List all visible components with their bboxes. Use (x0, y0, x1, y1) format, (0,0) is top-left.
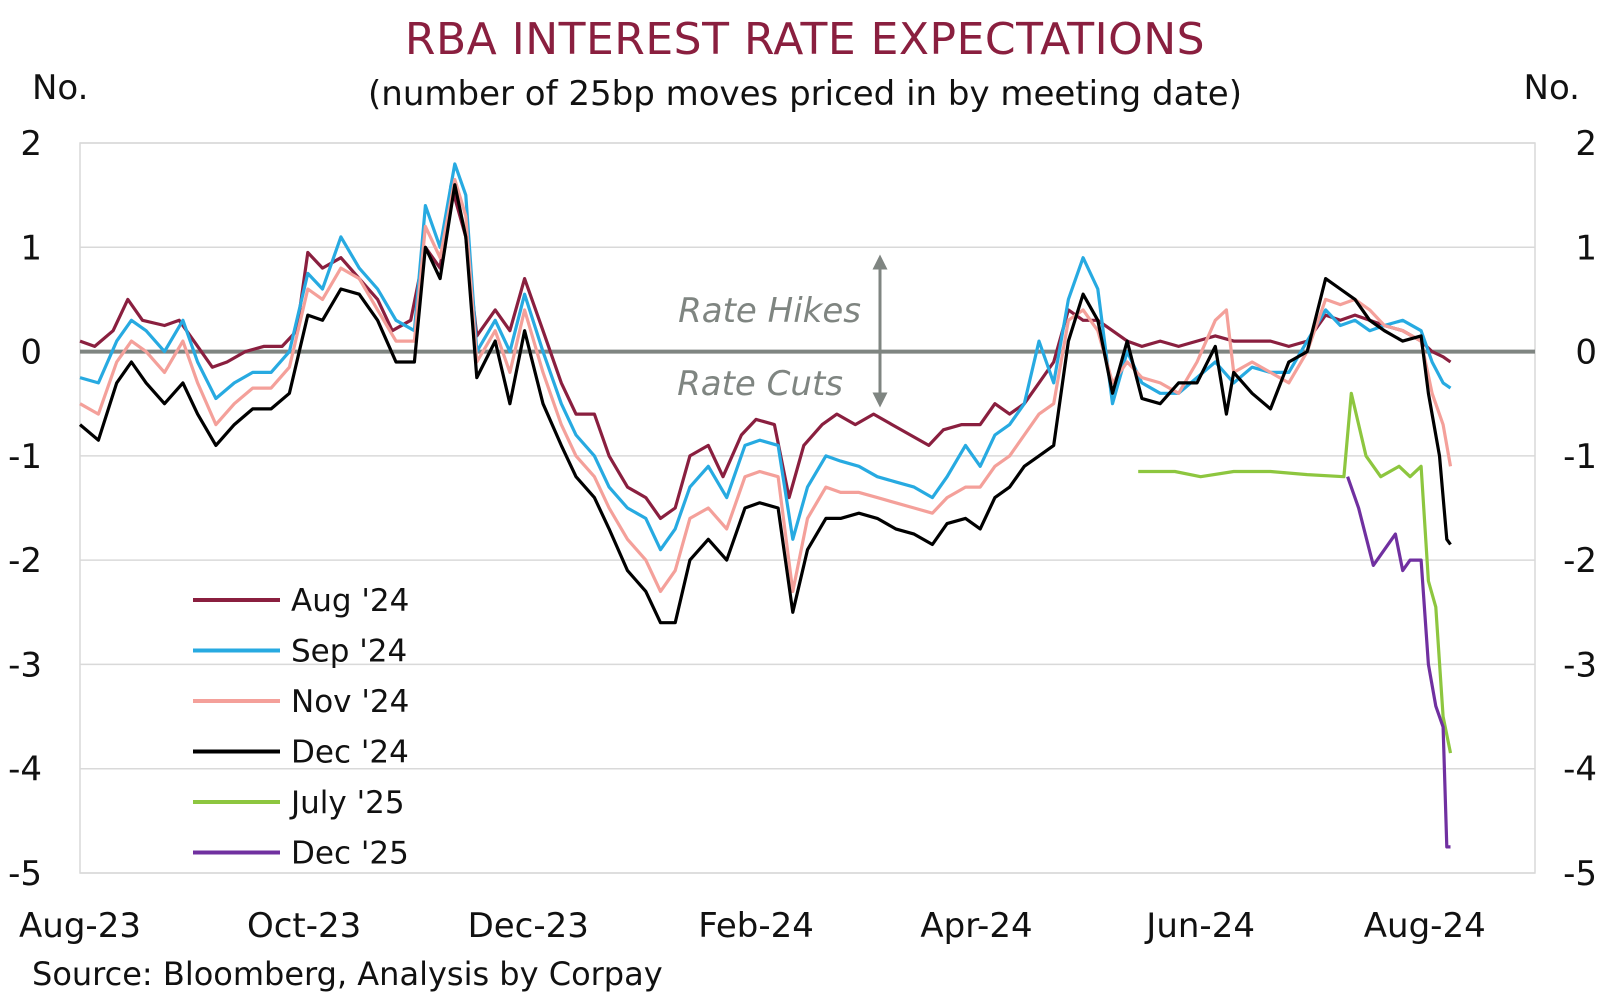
y-axis-left: 2 1 0 -1 -2 -3 -4 -5 (8, 124, 42, 894)
series-line (1346, 476, 1451, 849)
x-tick-label: Oct-23 (247, 906, 361, 946)
series-line (1138, 391, 1453, 754)
x-tick-label: Aug-23 (19, 906, 141, 946)
x-tick-label: Dec-23 (468, 906, 589, 946)
left-axis-unit: No. (32, 68, 89, 108)
series-line (79, 177, 1453, 593)
right-axis-unit: No. (1523, 68, 1580, 108)
y-tick-label-right: -2 (1563, 541, 1597, 581)
y-axis-right: 2 1 0 -1 -2 -3 -4 -5 (1563, 124, 1597, 894)
x-axis: Aug-23 Oct-23 Dec-23 Feb-24 Apr-24 Jun-24 Aug-… (19, 906, 1486, 946)
series-line (78, 183, 1452, 625)
x-tick-label: Jun-24 (1144, 906, 1255, 946)
y-tick-label-right: -4 (1563, 750, 1597, 790)
legend-label: July '25 (289, 785, 405, 821)
legend-label: Dec '25 (291, 836, 409, 872)
y-tick-label-left: 0 (20, 333, 42, 373)
gridlines (79, 142, 1536, 874)
rate-hikes-cuts-annotation: Rate Hikes Rate Cuts (677, 254, 888, 408)
y-tick-label-right: -1 (1563, 437, 1597, 477)
y-tick-label-left: -2 (8, 541, 42, 581)
y-tick-label-left: 2 (20, 124, 42, 164)
y-tick-label-left: -5 (8, 854, 42, 894)
chart-subtitle: (number of 25bp moves priced in by meeti… (368, 74, 1242, 114)
legend-label: Aug '24 (291, 583, 409, 619)
rate-cuts-label: Rate Cuts (677, 364, 843, 404)
chart-title: RBA INTEREST RATE EXPECTATIONS (404, 14, 1206, 65)
series-lines (78, 162, 1453, 849)
y-tick-label-right: 1 (1575, 228, 1597, 268)
source-note: Source: Bloomberg, Analysis by Corpay (32, 955, 663, 993)
y-tick-label-left: -4 (8, 750, 42, 790)
legend: Aug '24 Sep '24 Nov '24 Dec '24 July '25 Dec … (193, 583, 409, 872)
legend-label: Nov '24 (291, 684, 409, 720)
y-tick-label-left: 1 (20, 228, 42, 268)
series-line (79, 162, 1452, 552)
legend-label: Sep '24 (291, 634, 407, 670)
y-tick-label-left: -3 (8, 645, 42, 685)
x-tick-label: Apr-24 (920, 906, 1032, 946)
y-tick-label-right: 0 (1575, 333, 1597, 373)
y-tick-label-right: -5 (1563, 854, 1597, 894)
x-tick-label: Aug-24 (1364, 906, 1486, 946)
y-tick-label-left: -1 (8, 437, 42, 477)
x-tick-label: Feb-24 (698, 906, 814, 946)
rate-hikes-label: Rate Hikes (678, 291, 861, 331)
legend-label: Dec '24 (291, 735, 409, 771)
y-tick-label-right: 2 (1575, 124, 1597, 164)
y-tick-label-right: -3 (1563, 645, 1597, 685)
